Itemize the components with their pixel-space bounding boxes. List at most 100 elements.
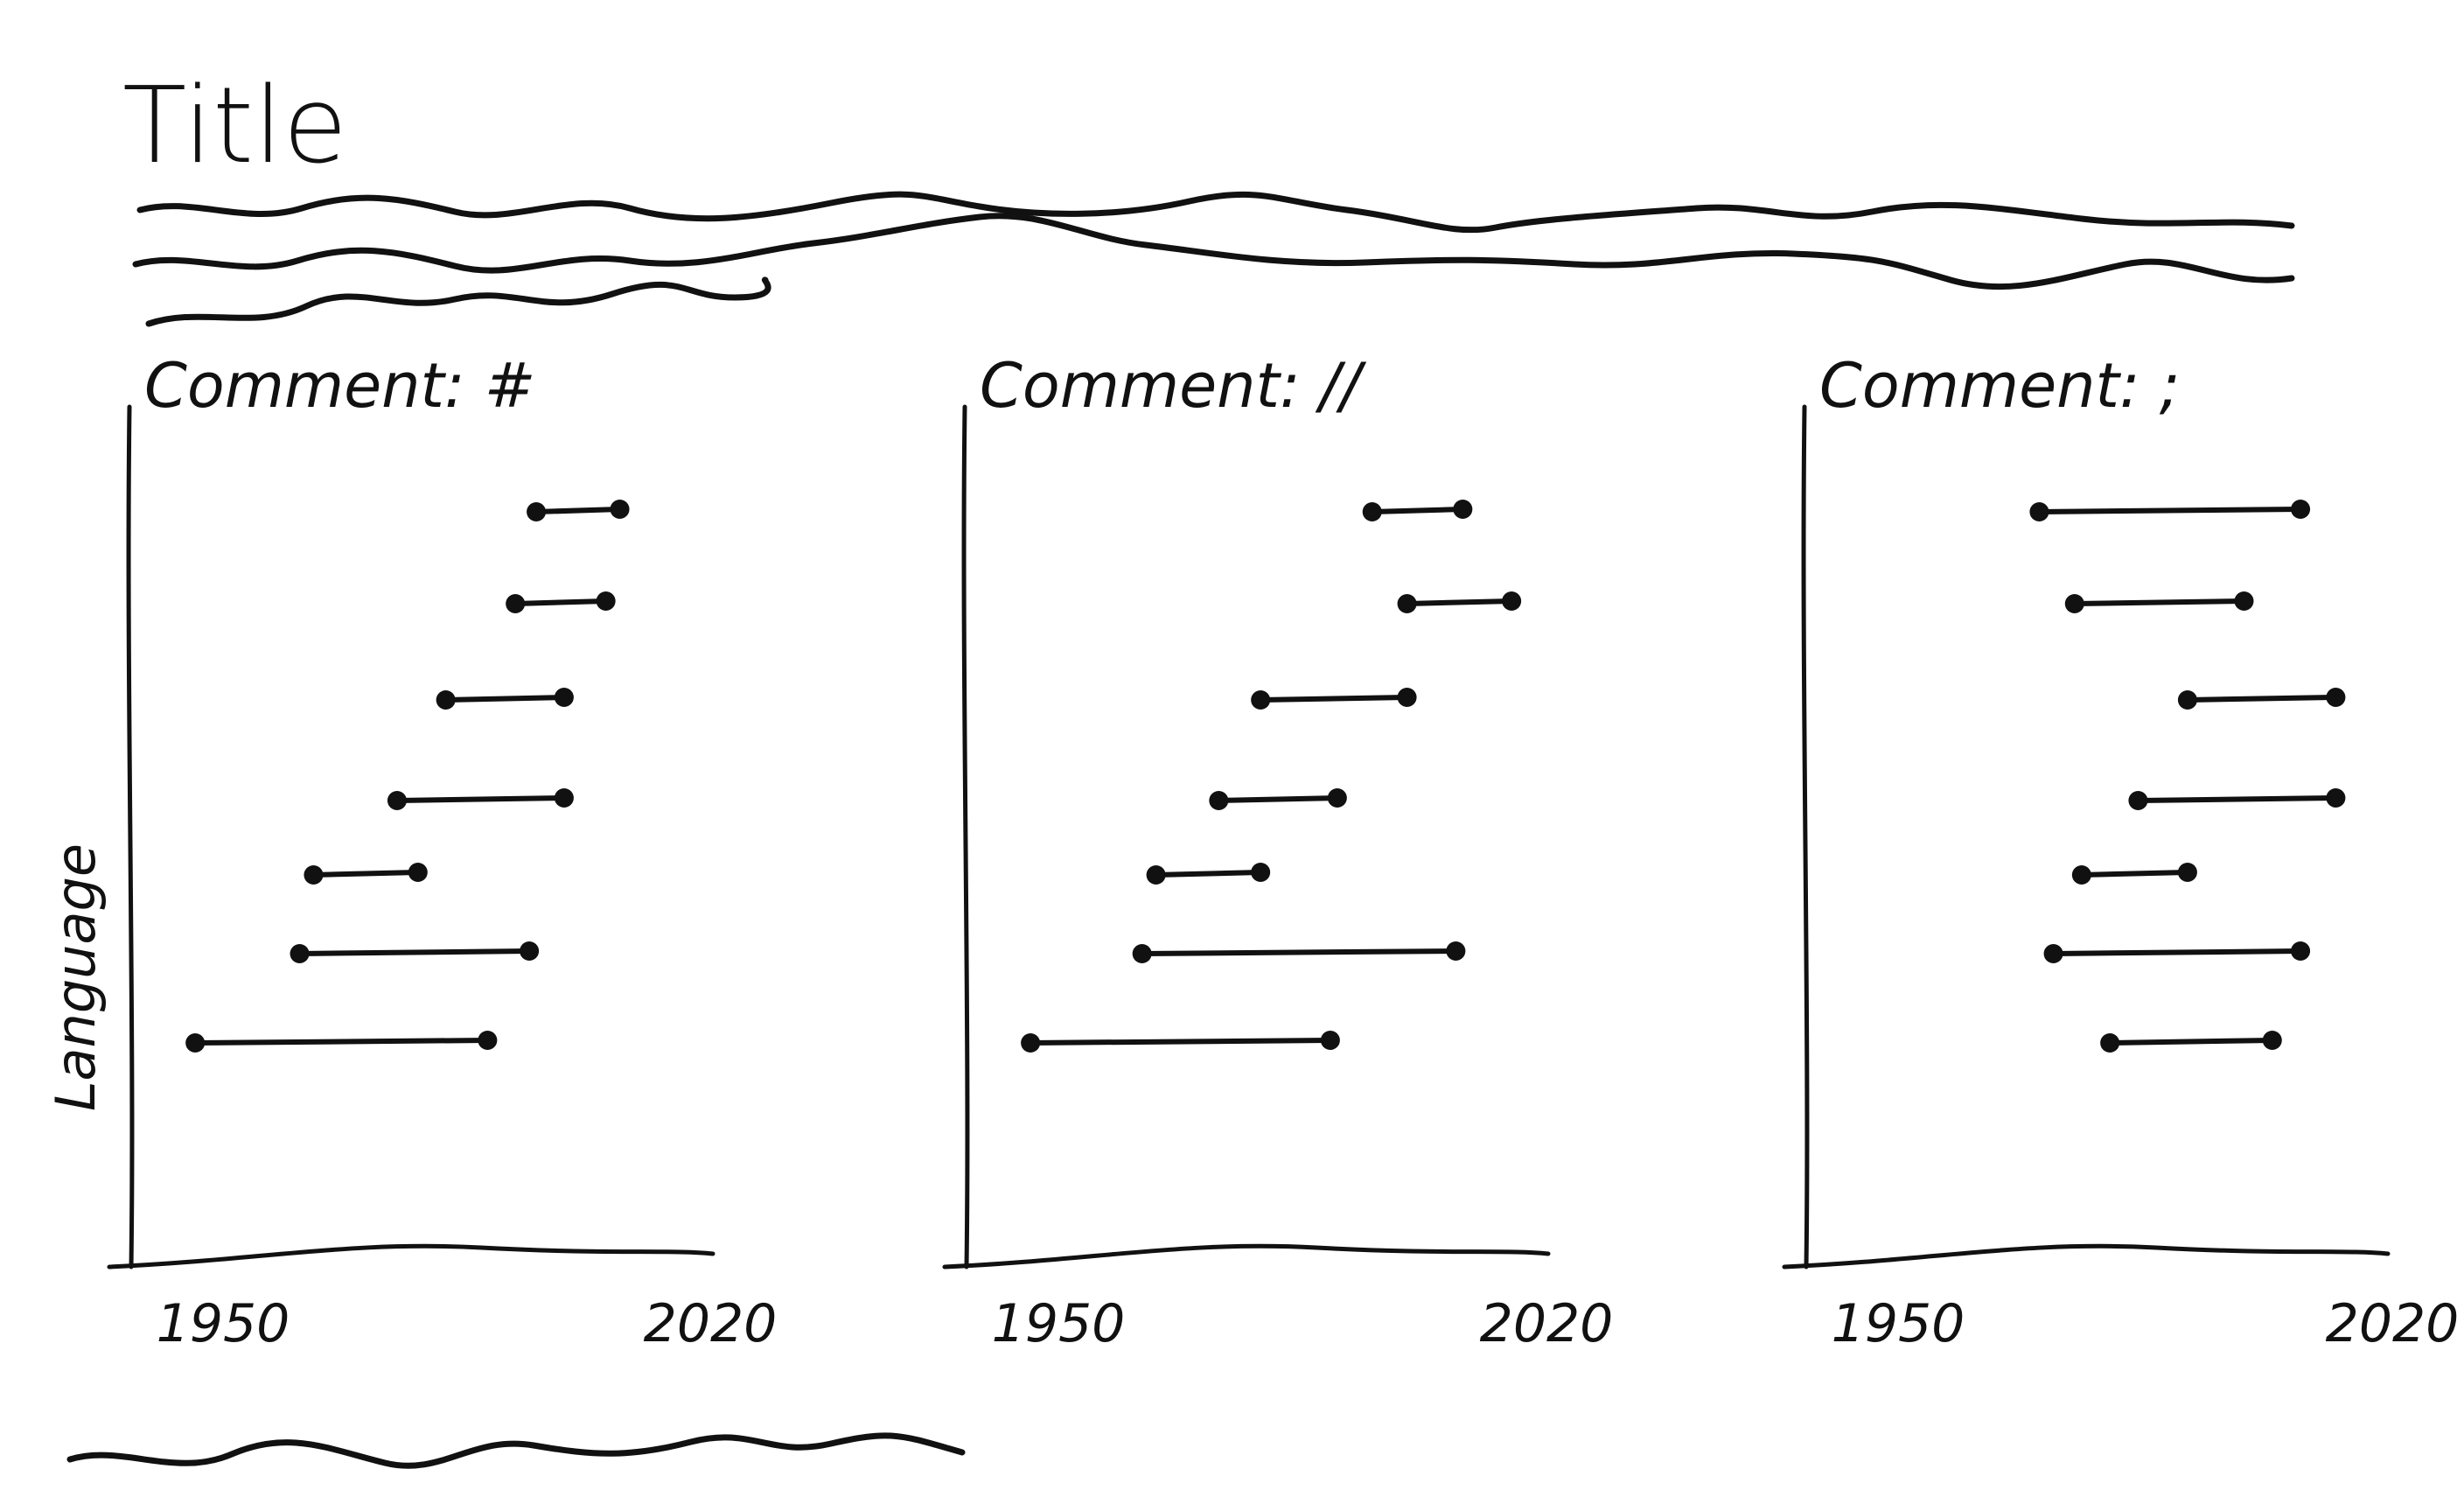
figure-title: Title <box>122 66 347 187</box>
x-tick-label: 2020 <box>1480 1293 1614 1354</box>
y-axis-line <box>126 404 135 1270</box>
range-start-dot <box>304 865 324 885</box>
range-row <box>1021 1031 1340 1053</box>
range-end-dot <box>408 863 428 882</box>
x-tick-label: 1950 <box>157 1293 290 1354</box>
x-tick-label: 1950 <box>1832 1293 1965 1354</box>
range-row <box>436 688 574 710</box>
range-row <box>2071 863 2197 885</box>
y-axis-line <box>1801 404 1810 1270</box>
range-start-dot <box>387 791 407 810</box>
range-row <box>1397 591 1522 613</box>
range-start-dot <box>2128 791 2148 810</box>
range-row <box>290 941 540 963</box>
range-line <box>2050 948 2304 956</box>
description-line-3 <box>145 276 771 327</box>
range-row <box>1251 688 1417 710</box>
range-end-dot <box>1251 863 1271 882</box>
range-end-dot <box>520 941 540 961</box>
range-start-dot <box>1397 594 1417 613</box>
range-line <box>192 1038 491 1046</box>
range-line <box>2184 695 2339 703</box>
range-end-dot <box>1397 688 1417 707</box>
x-tick-label: 2020 <box>2326 1293 2460 1354</box>
x-axis-line <box>107 1243 715 1270</box>
range-start-dot <box>290 944 310 963</box>
range-start-dot <box>2029 502 2049 521</box>
range-line <box>534 507 623 514</box>
range-end-dot <box>1502 591 1522 611</box>
x-axis-line <box>942 1243 1551 1270</box>
range-end-dot <box>2326 688 2346 707</box>
range-start-dot <box>527 502 547 521</box>
chart-panel-1: Comment: # 1950 2020 <box>107 350 777 1354</box>
range-line <box>1258 695 1410 703</box>
range-row <box>1209 788 1347 810</box>
range-line <box>1028 1038 1333 1046</box>
range-line <box>2071 598 2247 606</box>
range-end-dot <box>2177 863 2197 882</box>
range-end-dot <box>2291 941 2311 961</box>
range-start-dot <box>1209 791 1229 810</box>
range-start-dot <box>1251 690 1271 710</box>
x-tick-label: 1950 <box>992 1293 1126 1354</box>
chart-panel-3: Comment: ; 1950 2020 <box>1782 350 2460 1354</box>
range-line <box>2135 795 2339 803</box>
range-row <box>387 788 574 810</box>
range-row <box>2128 788 2346 810</box>
panel-title: Comment: // <box>980 350 1366 422</box>
range-row <box>527 500 630 521</box>
range-row <box>506 591 616 613</box>
range-start-dot <box>436 690 456 710</box>
range-row <box>2029 500 2311 521</box>
range-line <box>1216 795 1340 803</box>
range-start-dot <box>1362 502 1382 521</box>
range-end-dot <box>1453 500 1473 519</box>
range-end-dot <box>2262 1031 2282 1050</box>
range-row <box>2100 1031 2282 1053</box>
range-end-dot <box>554 688 574 707</box>
y-axis-line <box>961 404 970 1270</box>
range-start-dot <box>2043 944 2063 963</box>
panel-title: Comment: ; <box>1819 350 2180 422</box>
description-scribble <box>132 191 2295 327</box>
y-axis-label: Language <box>44 843 108 1111</box>
range-start-dot <box>1132 944 1152 963</box>
range-row <box>2043 941 2311 963</box>
footer-scribble <box>66 1432 966 1469</box>
range-end-dot <box>1327 788 1347 808</box>
range-line <box>297 948 533 956</box>
range-line <box>1139 948 1459 956</box>
range-row <box>1146 863 1271 885</box>
range-row <box>2064 591 2254 613</box>
range-line <box>443 695 567 703</box>
range-end-dot <box>610 500 630 519</box>
range-start-dot <box>2064 594 2084 613</box>
range-line <box>2078 870 2190 878</box>
range-end-dot <box>2291 500 2311 519</box>
range-line <box>311 870 421 878</box>
range-row <box>1362 500 1473 521</box>
range-line <box>394 795 567 803</box>
range-end-dot <box>554 788 574 808</box>
range-line <box>1404 598 1515 606</box>
range-line <box>1369 507 1466 514</box>
range-start-dot <box>185 1033 206 1053</box>
range-start-dot <box>1021 1033 1041 1053</box>
range-end-dot <box>596 591 616 611</box>
x-axis-line <box>1782 1243 2391 1270</box>
range-line <box>2036 507 2304 514</box>
range-end-dot <box>2326 788 2346 808</box>
range-row <box>304 863 428 885</box>
range-line <box>513 598 609 606</box>
chart-panel-2: Comment: // 1950 2020 <box>942 350 1614 1354</box>
description-line-2 <box>132 213 2295 290</box>
range-row <box>185 1031 498 1053</box>
range-end-dot <box>1446 941 1466 961</box>
range-end-dot <box>1320 1031 1340 1050</box>
range-end-dot <box>478 1031 498 1050</box>
range-row <box>1132 941 1466 963</box>
range-start-dot <box>2100 1033 2120 1053</box>
